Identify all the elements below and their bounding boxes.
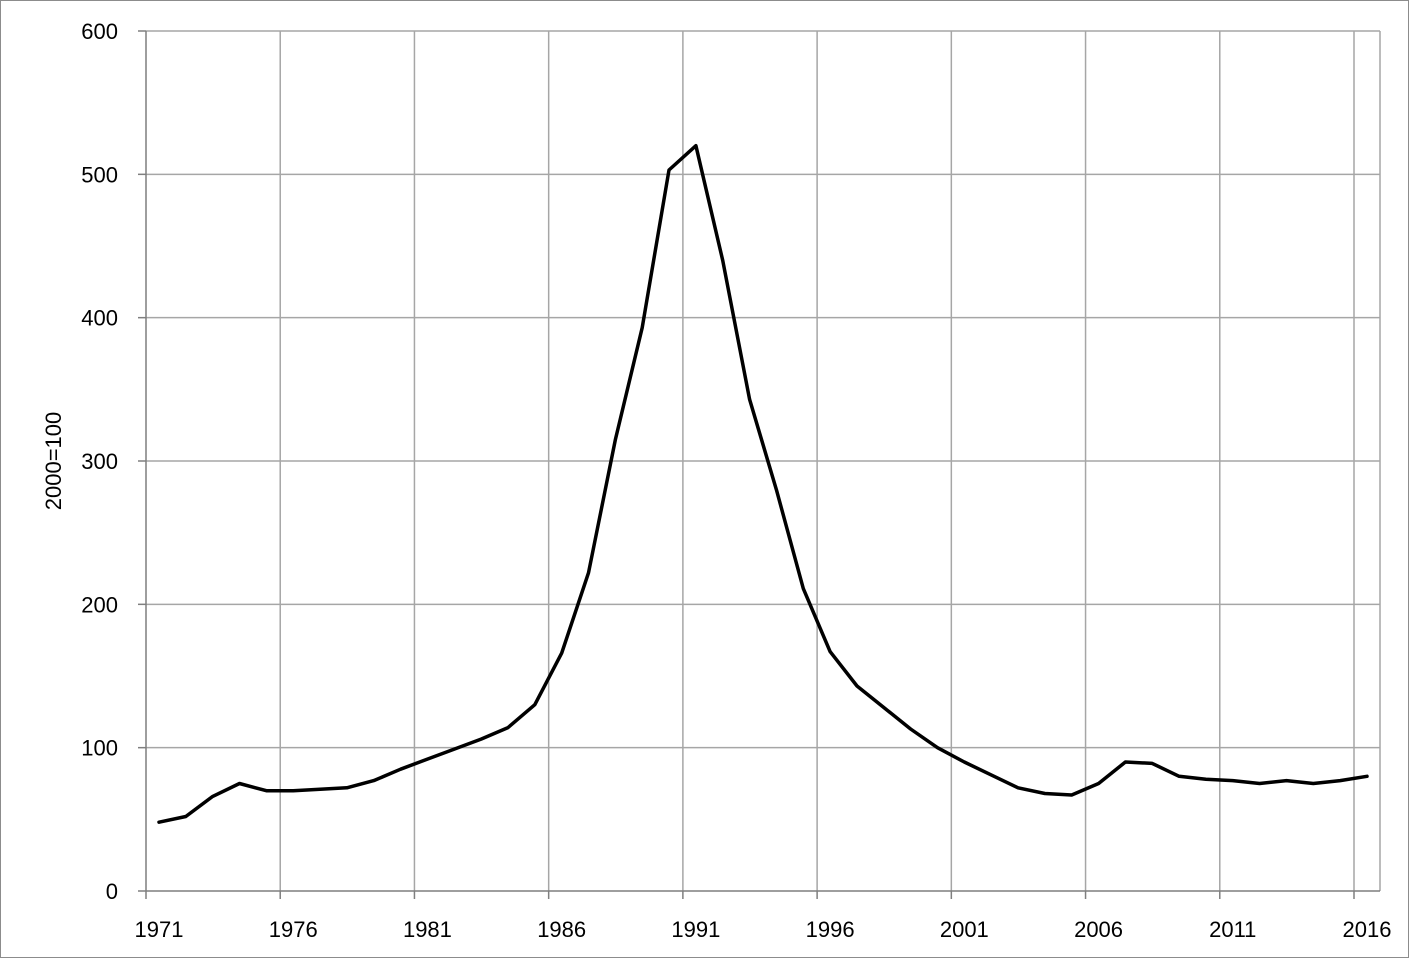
x-tick-label: 2011: [1209, 917, 1256, 942]
gridlines: [146, 30, 1381, 891]
x-tick-label: 1991: [671, 917, 720, 942]
x-tick-label: 1981: [403, 917, 452, 942]
y-tick-label: 100: [81, 736, 118, 761]
x-tick-label: 1971: [135, 917, 184, 942]
x-tick-label: 2016: [1343, 917, 1392, 942]
series-line: [157, 143, 1369, 824]
x-tick-label: 1996: [806, 917, 855, 942]
y-tick-label: 300: [81, 449, 118, 474]
axes: [138, 30, 1380, 899]
y-tick-label: 200: [81, 592, 118, 617]
y-tick-label: 600: [81, 19, 118, 44]
x-tick-label: 1976: [269, 917, 318, 942]
y-tick-label: 500: [81, 162, 118, 187]
y-axis-title: 2000=100: [41, 412, 66, 511]
y-tick-label: 400: [81, 306, 118, 331]
tick-labels: 0 100 200 300 400 500 600 1971 1976 1981 1986 1991 1…: [81, 19, 1391, 942]
y-tick-label: 0: [106, 879, 118, 904]
x-tick-label: 2001: [940, 917, 989, 942]
series-layer: [157, 143, 1369, 824]
x-tick-label: 2006: [1074, 917, 1123, 942]
x-tick-label: 1986: [537, 917, 586, 942]
